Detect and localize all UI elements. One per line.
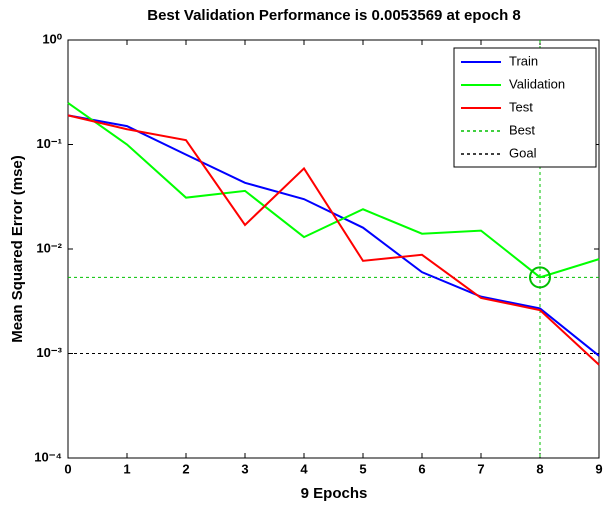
legend-label: Train bbox=[509, 53, 538, 68]
x-tick-label: 7 bbox=[477, 461, 484, 476]
y-tick-label: 10⁻¹ bbox=[36, 136, 62, 151]
y-tick-label: 10⁰ bbox=[42, 31, 62, 46]
x-tick-label: 1 bbox=[123, 461, 130, 476]
x-tick-label: 6 bbox=[418, 461, 425, 476]
y-tick-label: 10⁻⁴ bbox=[34, 449, 62, 464]
x-tick-label: 2 bbox=[182, 461, 189, 476]
series-line bbox=[67, 102, 600, 279]
y-tick-label: 10⁻² bbox=[36, 240, 62, 255]
x-tick-label: 9 bbox=[595, 461, 602, 476]
legend-label: Goal bbox=[509, 145, 537, 160]
x-tick-label: 4 bbox=[300, 461, 308, 476]
y-tick-label: 10⁻³ bbox=[36, 345, 62, 360]
series-line bbox=[67, 114, 600, 366]
x-tick-label: 3 bbox=[241, 461, 248, 476]
legend-label: Best bbox=[509, 122, 535, 137]
y-axis-label: Mean Squared Error (mse) bbox=[9, 155, 26, 343]
best-marker bbox=[529, 266, 551, 289]
legend-label: Test bbox=[509, 99, 533, 114]
x-axis-label: 9 Epochs bbox=[301, 485, 368, 502]
x-tick-label: 0 bbox=[64, 461, 71, 476]
x-tick-label: 8 bbox=[536, 461, 543, 476]
chart-title: Best Validation Performance is 0.0053569… bbox=[147, 7, 521, 24]
legend-label: Validation bbox=[509, 76, 565, 91]
x-tick-label: 5 bbox=[359, 461, 366, 476]
